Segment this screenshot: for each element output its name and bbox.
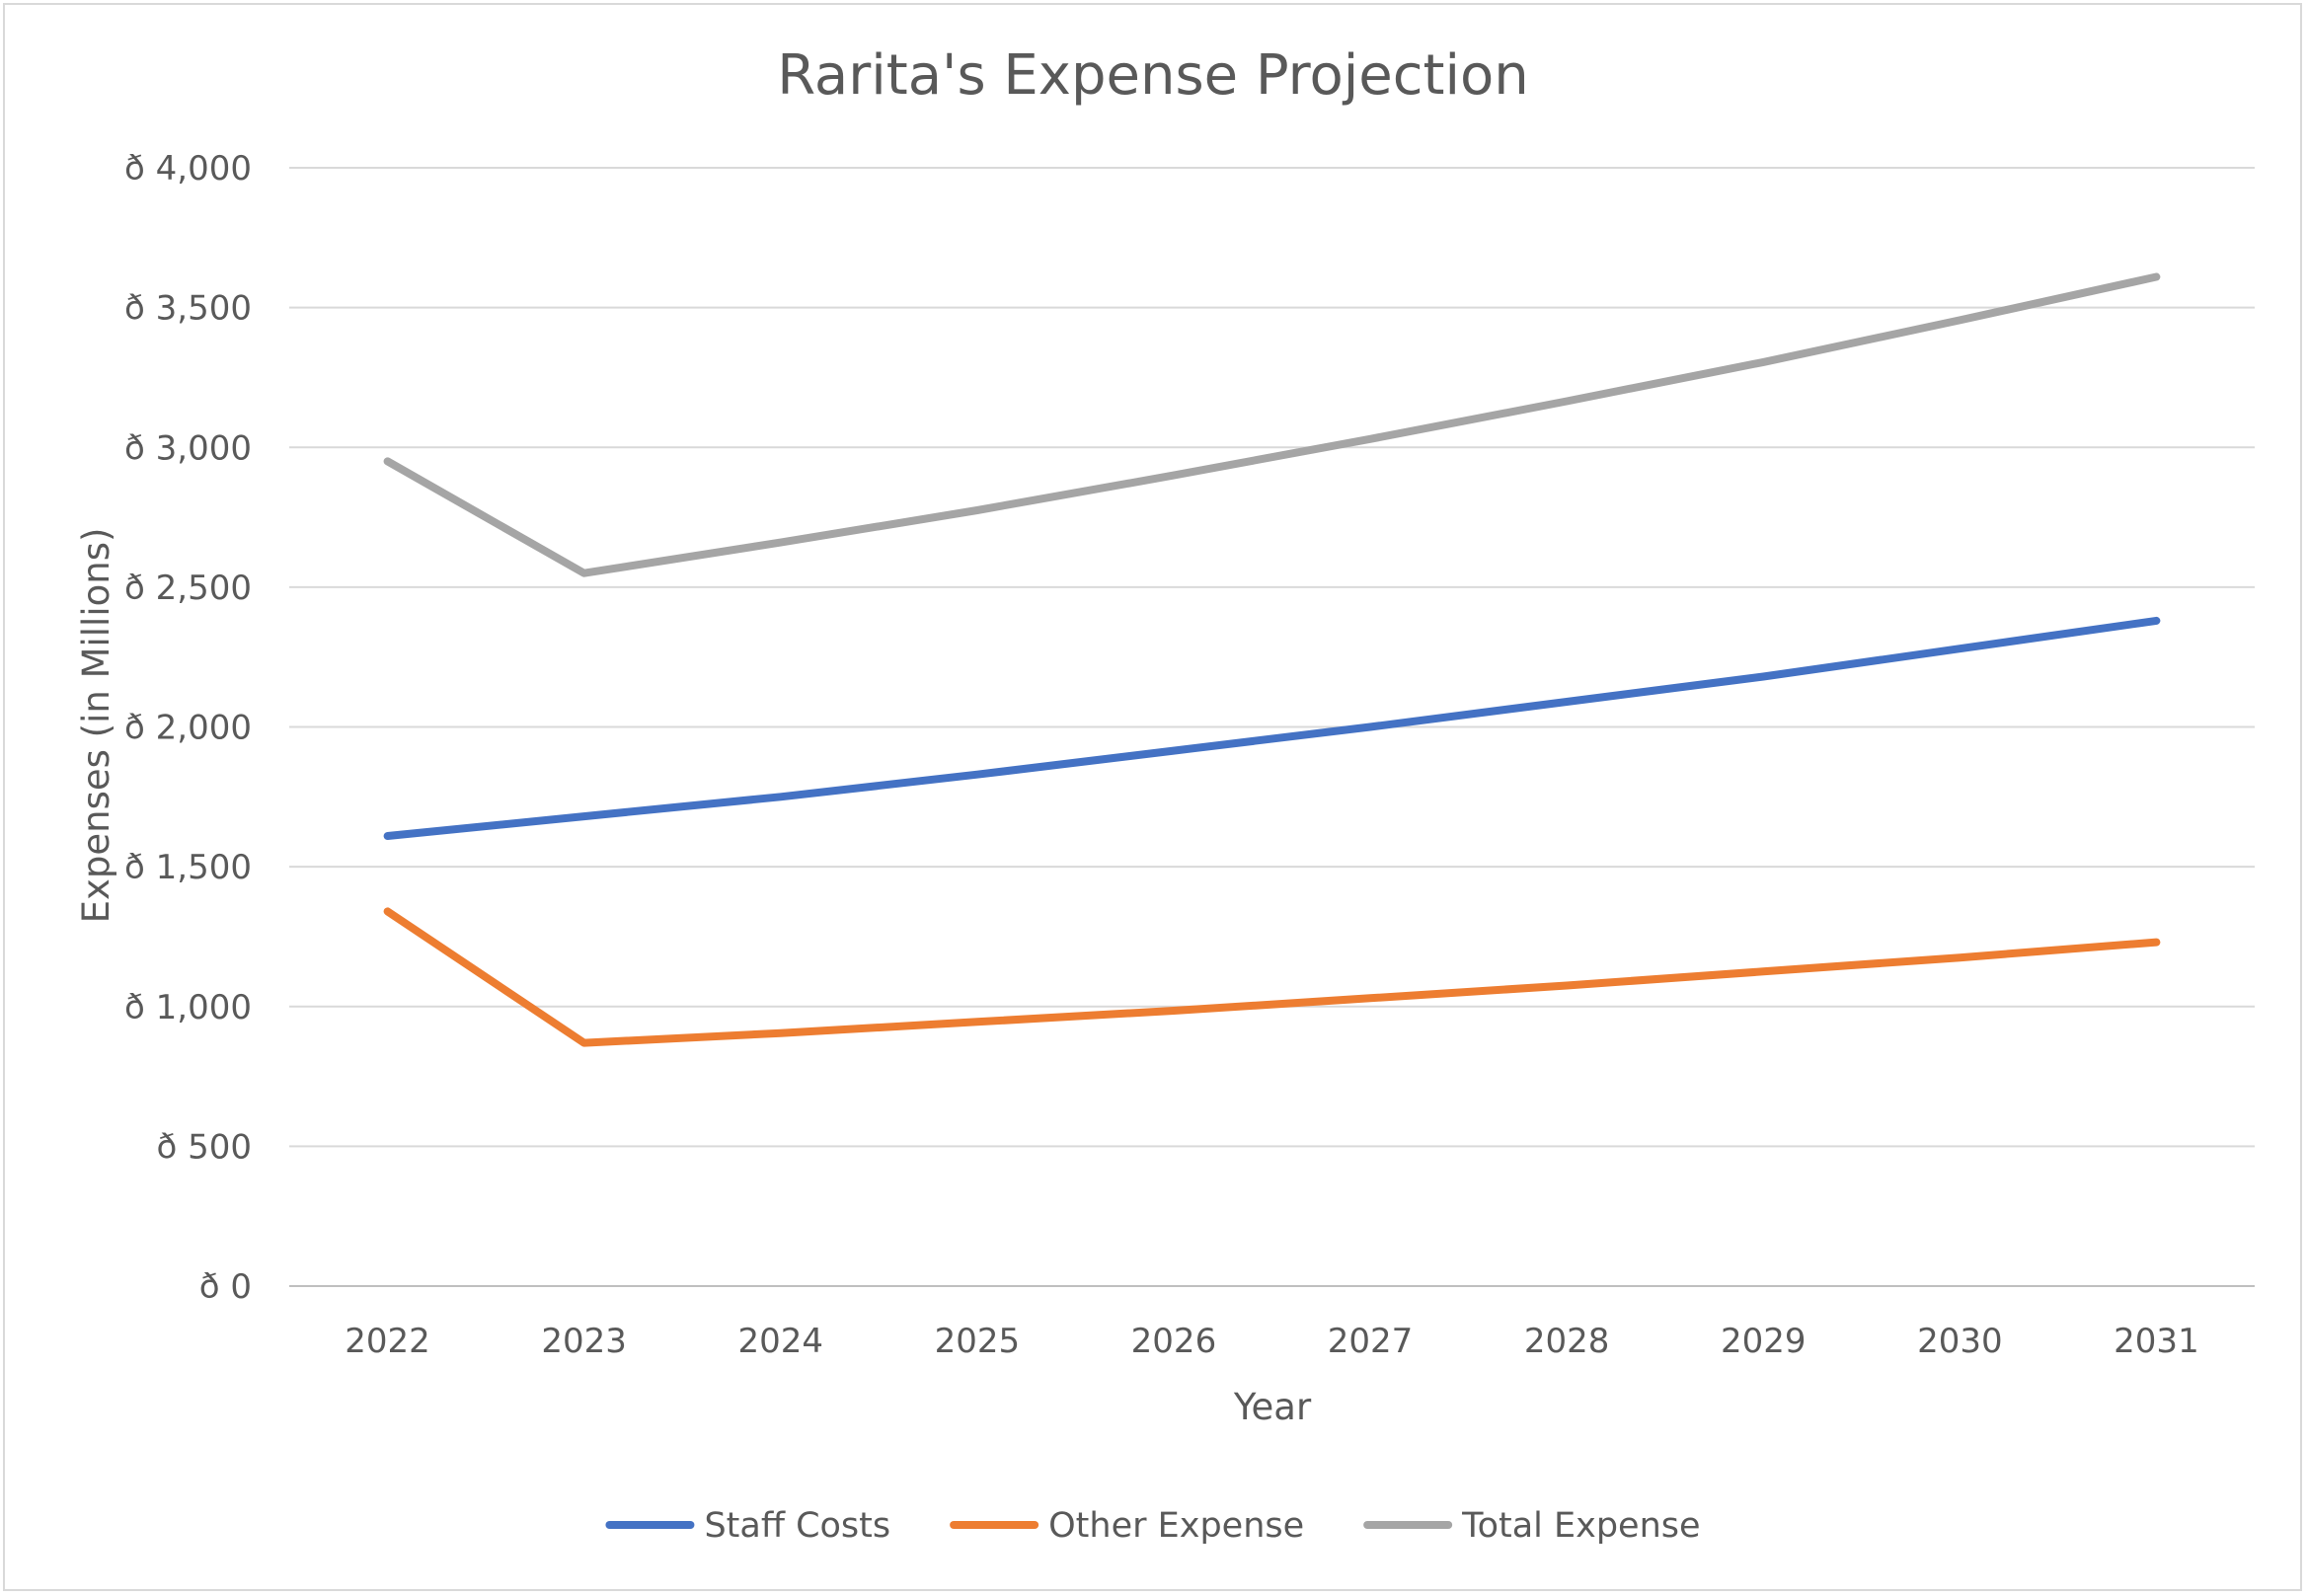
- y-axis-title: Expenses (in Millions): [75, 528, 117, 924]
- x-axis-ticks: 2022 2023 2024 2025 2026 2027 2028 2029 2030 2031: [345, 1322, 2198, 1361]
- legend-item-total-expense: Total Expense: [1363, 1506, 1701, 1546]
- x-tick-label: 2027: [1328, 1322, 1414, 1361]
- x-tick-label: 2025: [935, 1322, 1021, 1361]
- legend-item-other-expense: Other Expense: [950, 1506, 1304, 1546]
- x-axis-title: Year: [1233, 1386, 1312, 1428]
- y-tick-label: ð 2,500: [124, 569, 252, 608]
- legend-item-staff-costs: Staff Costs: [605, 1506, 890, 1546]
- y-axis-ticks: ð 0 ð 500 ð 1,000 ð 1,500 ð 2,000 ð 2,500 ð 3,…: [124, 149, 252, 1307]
- chart-title: Rarita's Expense Projection: [777, 43, 1529, 108]
- series-line-staff-costs: [383, 616, 2161, 840]
- x-tick-label: 2028: [1524, 1322, 1610, 1361]
- y-tick-label: ð 4,000: [124, 149, 252, 189]
- x-tick-label: 2029: [1721, 1322, 1807, 1361]
- x-tick-label: 2030: [1917, 1322, 2003, 1361]
- y-tick-label: ð 2,000: [124, 709, 252, 748]
- x-tick-label: 2023: [541, 1322, 627, 1361]
- y-tick-label: ð 1,500: [124, 848, 252, 887]
- y-tick-label: ð 1,000: [124, 988, 252, 1027]
- legend-label: Total Expense: [1461, 1506, 1700, 1546]
- legend-label: Other Expense: [1048, 1506, 1304, 1546]
- legend: Staff Costs Other Expense Total Expense: [605, 1506, 1701, 1546]
- chart-area: [3, 3, 2302, 1591]
- x-tick-label: 2026: [1131, 1322, 1217, 1361]
- x-tick-label: 2022: [345, 1322, 430, 1361]
- y-tick-label: ð 500: [156, 1127, 252, 1167]
- series-line-total-expense: [383, 272, 2161, 577]
- legend-label: Staff Costs: [704, 1506, 890, 1546]
- y-tick-label: ð 3,000: [124, 428, 252, 468]
- x-tick-label: 2031: [2114, 1322, 2199, 1361]
- x-tick-label: 2024: [737, 1322, 823, 1361]
- series-line-other-expense: [383, 907, 2161, 1047]
- y-tick-label: ð 0: [199, 1267, 252, 1307]
- y-tick-label: ð 3,500: [124, 289, 252, 329]
- series-lines: [383, 272, 2161, 1047]
- gridlines: [289, 167, 2255, 1287]
